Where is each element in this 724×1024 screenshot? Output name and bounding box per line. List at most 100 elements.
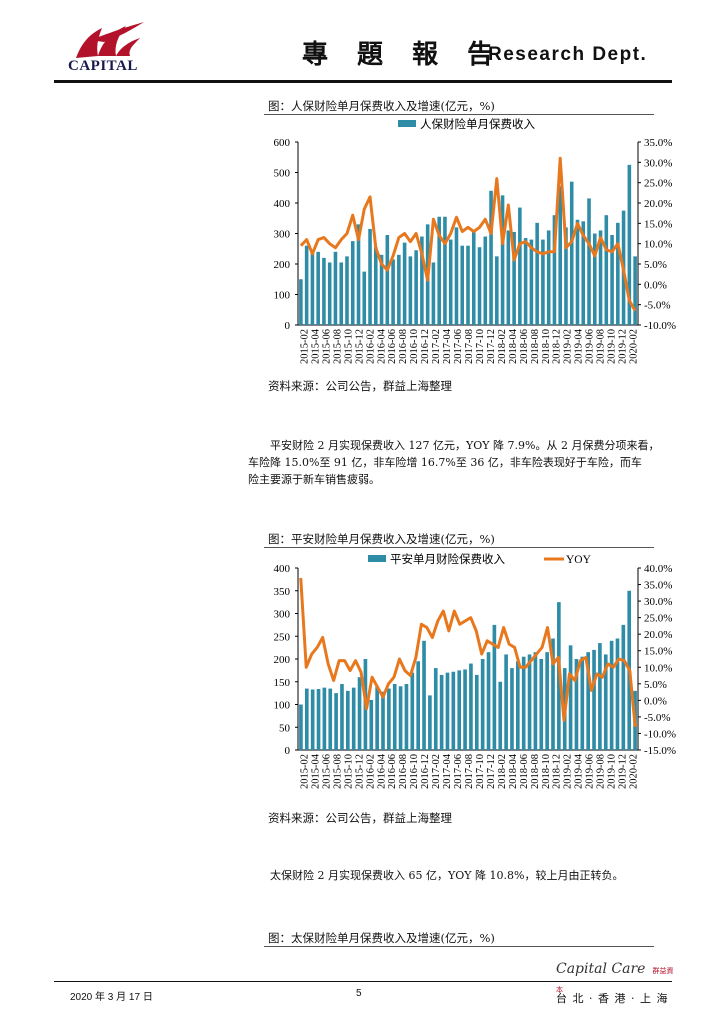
- right-tick-label: -10.0%: [644, 728, 676, 740]
- paragraph-line: 太保财险 2 月实现保费收入 65 亿，YOY 降 10.8%，较上月由正转负。: [270, 869, 624, 882]
- x-tick-label: 2018-04: [508, 753, 519, 789]
- bar: [457, 670, 462, 750]
- bar: [580, 656, 585, 750]
- x-tick-label: 2015-12: [354, 329, 365, 364]
- x-tick-label: 2018-02: [497, 329, 508, 364]
- x-tick-label: 2020-02: [629, 754, 640, 789]
- figure1-caption: 图：人保财险单月保费收入及增速(亿元，%): [268, 99, 495, 113]
- bar: [397, 254, 401, 325]
- bar: [529, 239, 534, 325]
- bar: [469, 663, 473, 750]
- footer-divider: [54, 981, 672, 982]
- x-tick-label: 2016-02: [365, 329, 376, 364]
- bar: [627, 164, 632, 325]
- right-tick-label: 20.0%: [644, 198, 672, 210]
- bar: [480, 659, 485, 750]
- x-tick-label: 2019-08: [596, 754, 607, 789]
- bar: [428, 695, 432, 750]
- left-tick-label: 0: [285, 745, 291, 757]
- left-tick-label: 400: [274, 198, 291, 210]
- bar: [454, 227, 459, 325]
- paragraph-cpic: 太保财险 2 月实现保费收入 65 亿，YOY 降 10.8%，较上月由正转负。: [270, 867, 690, 884]
- bar: [621, 624, 626, 750]
- bar: [357, 677, 362, 750]
- bar: [512, 231, 516, 325]
- x-tick-label: 2015-08: [332, 754, 343, 789]
- x-tick-label: 2019-04: [574, 753, 585, 789]
- x-tick-label: 2015-02: [299, 329, 310, 364]
- right-tick-label: 35.0%: [644, 137, 672, 149]
- bar: [328, 688, 333, 750]
- bar: [533, 652, 538, 750]
- bar: [433, 668, 438, 750]
- right-tick-label: 15.0%: [644, 646, 672, 658]
- bar: [564, 227, 568, 325]
- x-tick-label: 2019-02: [563, 329, 574, 364]
- bar: [492, 624, 497, 750]
- logo-text: CAPITAL: [68, 58, 138, 74]
- bar: [609, 640, 614, 750]
- right-tick-label: 0.0%: [644, 279, 667, 291]
- bar: [375, 686, 379, 750]
- x-tick-label: 2020-02: [629, 329, 640, 364]
- bar: [552, 215, 557, 325]
- x-tick-label: 2015-08: [332, 329, 343, 364]
- x-tick-label: 2018-06: [519, 754, 530, 789]
- x-tick-label: 2016-04: [376, 328, 387, 364]
- x-tick-label: 2017-08: [464, 329, 475, 364]
- bar: [506, 230, 511, 325]
- bar: [398, 686, 403, 750]
- bar: [616, 222, 620, 325]
- x-tick-label: 2019-02: [563, 754, 574, 789]
- x-tick-label: 2017-10: [475, 329, 486, 364]
- bar: [414, 250, 418, 325]
- x-tick-label: 2016-12: [420, 754, 431, 789]
- bar: [387, 688, 391, 750]
- bar: [340, 684, 344, 750]
- x-tick-label: 2018-12: [552, 754, 563, 789]
- bar: [603, 654, 608, 750]
- figure3-caption-rule: [264, 946, 654, 947]
- figure2-caption-rule: [264, 547, 654, 548]
- paragraph-line: 平安财险 2 月实现保费收入 127 亿元，YOY 降 7.9%。从 2 月保费…: [270, 439, 660, 452]
- x-tick-label: 2015-06: [321, 329, 332, 364]
- bar: [304, 245, 309, 325]
- bar: [445, 672, 450, 750]
- bar: [304, 688, 309, 750]
- figure1-chart: 0 100 200 300 400 500 600 -10.0% -5.0% 0.0% 5.0% 10…: [274, 117, 677, 364]
- x-tick-label: 2016-06: [387, 329, 398, 364]
- left-tick-label: 300: [274, 609, 291, 621]
- footer-page-number: 5: [356, 988, 362, 999]
- x-tick-label: 2018-04: [508, 328, 519, 364]
- bar: [362, 271, 367, 325]
- capital-logo-icon: [76, 22, 144, 58]
- bar: [392, 684, 397, 750]
- x-tick-label: 2015-04: [310, 753, 321, 789]
- bar: [410, 672, 415, 750]
- bar: [598, 643, 602, 750]
- figure1-source: 资料来源：公司公告，群益上海整理: [268, 379, 452, 393]
- bar: [351, 687, 356, 750]
- right-tick-label: -10.0%: [644, 320, 676, 332]
- bar: [322, 687, 327, 750]
- bar: [610, 235, 614, 325]
- bar: [598, 230, 603, 325]
- bar: [374, 247, 378, 325]
- bar: [316, 251, 320, 325]
- footer-cities: 台 北 · 香 港 · 上 海: [556, 992, 669, 1005]
- x-tick-label: 2015-10: [343, 754, 354, 789]
- bar: [539, 659, 544, 750]
- bar: [516, 661, 520, 750]
- bar: [633, 256, 637, 325]
- header-divider: [54, 80, 672, 83]
- bar: [535, 222, 539, 325]
- x-tick-label: 2017-08: [464, 754, 475, 789]
- bar: [569, 181, 574, 325]
- legend-label: YOY: [566, 554, 592, 566]
- bar: [443, 216, 447, 325]
- bar: [322, 257, 326, 325]
- legend-bar-swatch: [368, 555, 386, 562]
- bar: [385, 235, 390, 325]
- bar: [299, 704, 303, 750]
- right-tick-label: 25.0%: [644, 178, 672, 190]
